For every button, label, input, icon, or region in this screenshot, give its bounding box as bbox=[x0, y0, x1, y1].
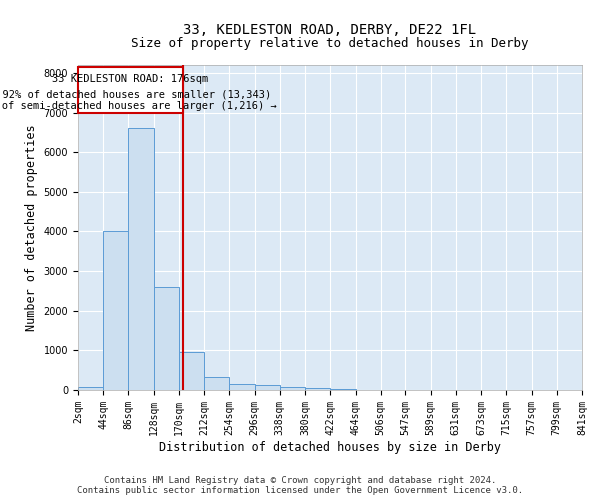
Text: ← 92% of detached houses are smaller (13,343): ← 92% of detached houses are smaller (13… bbox=[0, 89, 271, 99]
Text: Contains HM Land Registry data © Crown copyright and database right 2024.
Contai: Contains HM Land Registry data © Crown c… bbox=[77, 476, 523, 495]
Bar bbox=[305, 388, 331, 390]
Text: 33 KEDLESTON ROAD: 176sqm: 33 KEDLESTON ROAD: 176sqm bbox=[52, 74, 208, 84]
X-axis label: Distribution of detached houses by size in Derby: Distribution of detached houses by size … bbox=[159, 440, 501, 454]
Bar bbox=[331, 389, 356, 390]
FancyBboxPatch shape bbox=[78, 67, 182, 114]
Text: 33, KEDLESTON ROAD, DERBY, DE22 1FL: 33, KEDLESTON ROAD, DERBY, DE22 1FL bbox=[184, 22, 476, 36]
Text: 8% of semi-detached houses are larger (1,216) →: 8% of semi-detached houses are larger (1… bbox=[0, 101, 277, 111]
Bar bbox=[204, 377, 229, 390]
Bar bbox=[103, 232, 128, 390]
Text: Size of property relative to detached houses in Derby: Size of property relative to detached ho… bbox=[131, 38, 529, 51]
Bar bbox=[229, 384, 254, 390]
Bar bbox=[280, 387, 305, 390]
Bar bbox=[254, 385, 280, 390]
Bar bbox=[154, 287, 179, 390]
Bar bbox=[179, 352, 204, 390]
Bar bbox=[128, 128, 154, 390]
Bar bbox=[78, 387, 103, 390]
Y-axis label: Number of detached properties: Number of detached properties bbox=[25, 124, 38, 331]
